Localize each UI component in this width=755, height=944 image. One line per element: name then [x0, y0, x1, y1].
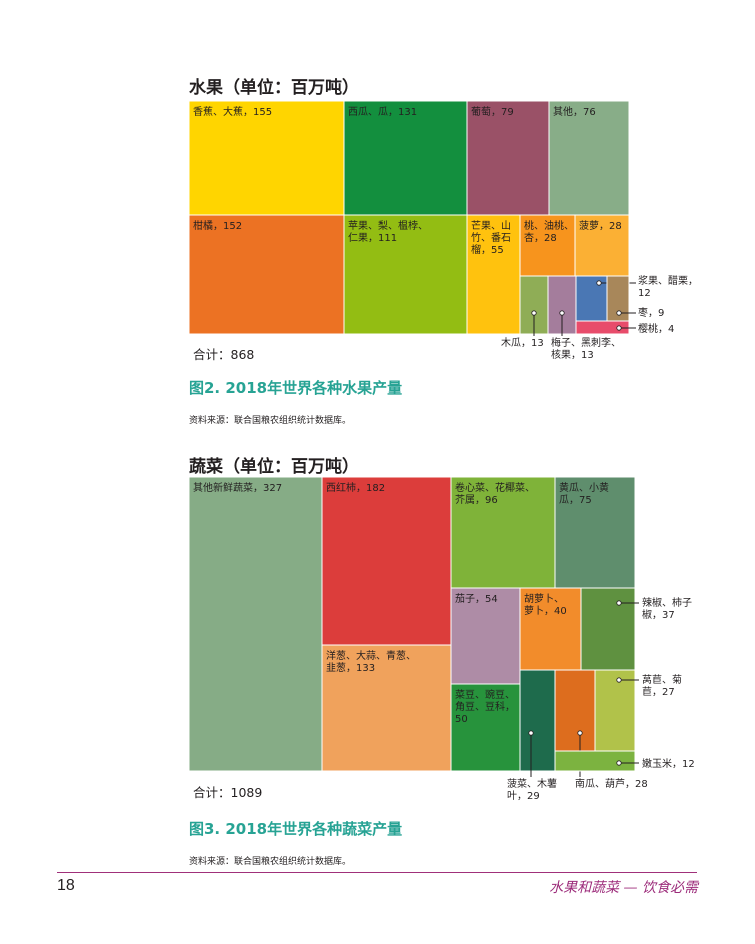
fruit-label-14: 樱桃，4	[638, 322, 674, 335]
fruit-label-13: 枣，9	[638, 307, 664, 319]
fruit-source-note: 资料来源：联合国粮农组织统计数据库。	[189, 416, 352, 426]
fruit-label-11: 梅子、黑刺李、核果，13	[551, 336, 621, 361]
fruit-label-3: 西瓜、瓜，131	[348, 106, 417, 118]
vegetable-tile-6	[450, 587, 521, 685]
page-number: 18	[57, 877, 75, 894]
vegetable-treemap: 其他新鲜蔬菜，327 西红柿，182 洋葱、大蒜、青葱、韭葱，133 卷心菜、花椰菜、…	[188, 476, 695, 802]
vegetable-label-12: 莴苣、菊苣，27	[642, 674, 682, 698]
fruit-callout-dot-10	[531, 310, 537, 316]
fruit-label-10: 木瓜，13	[501, 337, 544, 349]
vegetable-tile-13	[554, 750, 636, 772]
fruit-label-2: 柑橘，152	[193, 219, 242, 232]
vegetable-callout-dot-8	[616, 600, 622, 606]
vegetable-callout-dot-10	[528, 730, 534, 736]
fruit-tile-1	[188, 100, 345, 216]
vegetable-tile-7	[519, 587, 582, 671]
fruit-chart-title: 水果（单位：百万吨）	[189, 78, 359, 98]
fruit-treemap: 香蕉、大蕉，155 柑橘，152 西瓜、瓜，131 苹果、梨、榅桲、仁果，111 葡萄，…	[188, 100, 698, 361]
fruit-tile-6	[548, 100, 630, 216]
vegetable-tile-12	[594, 669, 636, 752]
vegetable-label-11: 南瓜、葫芦，28	[575, 777, 648, 790]
vegetable-tile-9	[450, 683, 521, 772]
vegetable-label-5: 黄瓜、小黄瓜，75	[559, 481, 609, 506]
fruit-label-9: 菠萝，28	[579, 220, 622, 232]
fruit-label-5: 葡萄，79	[471, 105, 514, 118]
vegetable-callout-dot-12	[616, 677, 622, 683]
fruit-tile-2	[188, 214, 345, 335]
fruit-tile-5	[466, 100, 550, 216]
fruit-figure-caption: 图2. 2018年世界各种水果产量	[189, 379, 403, 397]
vegetable-tile-2	[321, 476, 452, 646]
vegetable-label-6: 茄子，54	[455, 592, 498, 605]
vegetable-label-9: 菜豆、豌豆、角豆、豆科， 50	[455, 688, 515, 725]
fruit-tile-8	[519, 214, 576, 277]
fruit-tile-4	[343, 214, 468, 335]
vegetable-tile-4	[450, 476, 556, 589]
fruit-label-8: 桃、油桃、杏，28	[524, 219, 574, 244]
vegetable-label-1: 其他新鲜蔬菜，327	[193, 481, 282, 494]
vegetable-tile-3	[321, 644, 452, 772]
vegetable-label-10: 菠菜、木薯叶，29	[507, 777, 557, 802]
vegetable-tile-8	[580, 587, 636, 671]
fruit-callout-dot-12	[596, 280, 602, 286]
vegetable-label-4: 卷心菜、花椰菜、芥属，96	[455, 481, 535, 506]
vegetable-tile-10	[519, 669, 556, 772]
footer-rule	[57, 872, 697, 873]
fruit-callout-dot-11	[559, 310, 565, 316]
vegetable-tile-11	[554, 669, 596, 752]
fruit-callout-dot-13	[616, 310, 622, 316]
vegetable-source-note: 资料来源：联合国粮农组织统计数据库。	[189, 857, 352, 867]
vegetable-label-7: 胡萝卜、萝卜，40	[524, 592, 567, 617]
fruit-label-1: 香蕉、大蕉，155	[193, 105, 272, 118]
vegetable-label-3: 洋葱、大蒜、青葱、韭葱，133	[326, 649, 416, 674]
fruit-tile-3	[343, 100, 468, 216]
fruit-label-4: 苹果、梨、榅桲、仁果，111	[348, 219, 428, 244]
vegetable-label-8: 辣椒、柿子椒，37	[642, 596, 692, 621]
vegetable-total: 合计：1089	[193, 785, 263, 800]
fruit-label-7: 芒果、山竹、番石榴，55	[471, 219, 511, 256]
vegetable-label-13: 嫩玉米，12	[642, 757, 695, 770]
vegetable-label-2: 西红柿，182	[326, 481, 385, 494]
vegetable-tile-1	[188, 476, 323, 772]
fruit-total: 合计：868	[193, 347, 255, 362]
fruit-callout-dot-14	[616, 325, 622, 331]
fruit-label-6: 其他，76	[553, 105, 596, 118]
vegetable-callout-dot-13	[616, 760, 622, 766]
running-title: 水果和蔬菜 — 饮食必需	[549, 880, 698, 896]
fruit-label-12: 浆果、醋栗， 12	[638, 274, 698, 299]
vegetable-chart-title: 蔬菜（单位：百万吨）	[189, 457, 359, 477]
vegetable-callout-dot-11	[577, 730, 583, 736]
vegetable-tile-5	[554, 476, 636, 589]
vegetable-figure-caption: 图3. 2018年世界各种蔬菜产量	[189, 820, 403, 838]
